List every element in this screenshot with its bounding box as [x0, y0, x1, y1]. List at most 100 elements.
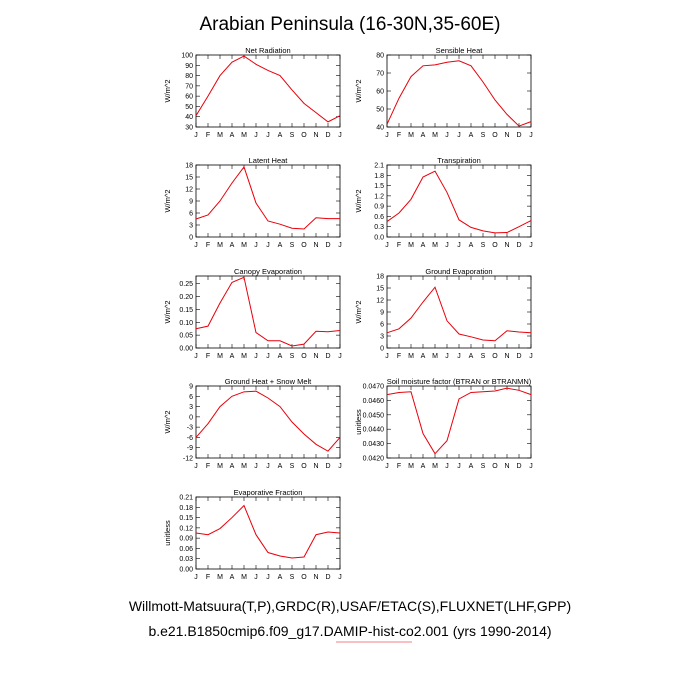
x-tick-label: J — [266, 463, 270, 470]
x-tick-label: J — [194, 463, 198, 470]
y-axis-label: W/m^2 — [354, 300, 363, 323]
x-tick-label: A — [421, 242, 426, 249]
x-tick-label: S — [290, 242, 295, 249]
x-tick-label: M — [241, 463, 247, 470]
series-line — [195, 504, 341, 559]
y-tick-label: 0.15 — [179, 515, 193, 522]
y-tick-label: 0 — [189, 235, 193, 242]
x-tick-label: N — [504, 132, 509, 139]
y-axis-label: W/m^2 — [354, 79, 363, 102]
x-tick-label: M — [217, 132, 223, 139]
plot-frame — [195, 275, 341, 349]
series-line — [386, 170, 532, 234]
x-tick-label: S — [481, 353, 486, 360]
x-tick-label: F — [397, 242, 401, 249]
x-tick-label: J — [529, 353, 533, 360]
x-tick-label: F — [206, 353, 210, 360]
x-tick-label: M — [432, 353, 438, 360]
x-tick-label: J — [254, 242, 258, 249]
plot-frame — [386, 275, 532, 349]
plot-frame — [195, 385, 341, 459]
series-line — [386, 286, 532, 342]
x-tick-label: A — [278, 242, 283, 249]
x-tick-label: F — [206, 574, 210, 581]
y-axis-label: unitless — [163, 520, 172, 546]
y-tick-label: 0.21 — [179, 495, 193, 502]
y-tick-label: 0.15 — [179, 307, 193, 314]
x-tick-label: D — [325, 353, 330, 360]
y-axis-label: W/m^2 — [163, 300, 172, 323]
figure-title: Arabian Peninsula (16-30N,35-60E) — [199, 14, 500, 35]
panel-title: Canopy Evaporation — [234, 267, 302, 276]
x-tick-label: A — [230, 353, 235, 360]
x-tick-label: J — [266, 574, 270, 581]
x-tick-label: F — [397, 353, 401, 360]
x-tick-label: M — [241, 574, 247, 581]
y-axis-label: W/m^2 — [163, 79, 172, 102]
y-tick-label: 0.6 — [374, 214, 384, 221]
x-tick-label: O — [492, 132, 498, 139]
x-tick-label: A — [469, 242, 474, 249]
x-tick-label: M — [241, 132, 247, 139]
y-tick-label: 0.0460 — [363, 398, 385, 405]
y-tick-label: 60 — [376, 89, 384, 96]
panel-title: Transpiration — [437, 156, 481, 165]
x-tick-label: F — [206, 132, 210, 139]
plot-frame — [195, 496, 341, 570]
x-tick-label: S — [290, 353, 295, 360]
y-tick-label: 90 — [185, 63, 193, 70]
x-tick-label: O — [301, 574, 307, 581]
x-tick-label: D — [325, 242, 330, 249]
x-tick-label: N — [313, 574, 318, 581]
y-tick-label: 1.2 — [374, 193, 384, 200]
series-line — [386, 387, 532, 455]
x-tick-label: J — [529, 463, 533, 470]
x-tick-label: J — [457, 132, 461, 139]
panel-5: Canopy Evaporation 0.00 0.05 0.10 0.15 0.20 0.… — [163, 267, 342, 360]
x-tick-label: M — [217, 574, 223, 581]
y-tick-label: 0.00 — [179, 567, 193, 574]
x-tick-label: A — [469, 132, 474, 139]
y-tick-label: 60 — [185, 94, 193, 101]
x-tick-label: N — [313, 132, 318, 139]
panel-8: Soil moisture factor (BTRAN or BTRANMN)0… — [354, 377, 533, 470]
x-tick-label: J — [266, 242, 270, 249]
x-tick-label: M — [217, 463, 223, 470]
x-tick-label: M — [432, 463, 438, 470]
x-tick-label: S — [290, 132, 295, 139]
y-tick-label: 15 — [376, 286, 384, 293]
x-tick-label: J — [457, 463, 461, 470]
y-tick-label: 80 — [185, 73, 193, 80]
x-tick-label: A — [278, 463, 283, 470]
x-tick-label: J — [338, 463, 342, 470]
y-tick-label: 3 — [189, 223, 193, 230]
y-tick-label: 9 — [189, 199, 193, 206]
x-tick-label: J — [194, 353, 198, 360]
y-tick-label: 50 — [185, 104, 193, 111]
x-tick-label: O — [492, 242, 498, 249]
x-tick-label: N — [313, 463, 318, 470]
y-tick-label: 0.00 — [179, 346, 193, 353]
x-tick-label: J — [457, 242, 461, 249]
panel-9: Evaporative Fraction 0.00 0.03 0.06 0.09 0.12… — [163, 488, 342, 581]
panel-title: Sensible Heat — [436, 46, 484, 55]
x-tick-label: S — [290, 574, 295, 581]
x-tick-label: J — [338, 132, 342, 139]
y-tick-label: 6 — [189, 394, 193, 401]
series-line — [195, 390, 341, 452]
x-tick-label: M — [408, 242, 414, 249]
y-tick-label: 50 — [376, 107, 384, 114]
y-tick-label: 0.05 — [179, 333, 193, 340]
x-tick-label: N — [313, 242, 318, 249]
x-tick-label: O — [301, 132, 307, 139]
panel-title: Evaporative Fraction — [234, 488, 303, 497]
x-tick-label: M — [217, 353, 223, 360]
y-tick-label: 0.0440 — [363, 427, 385, 434]
x-tick-label: J — [254, 132, 258, 139]
